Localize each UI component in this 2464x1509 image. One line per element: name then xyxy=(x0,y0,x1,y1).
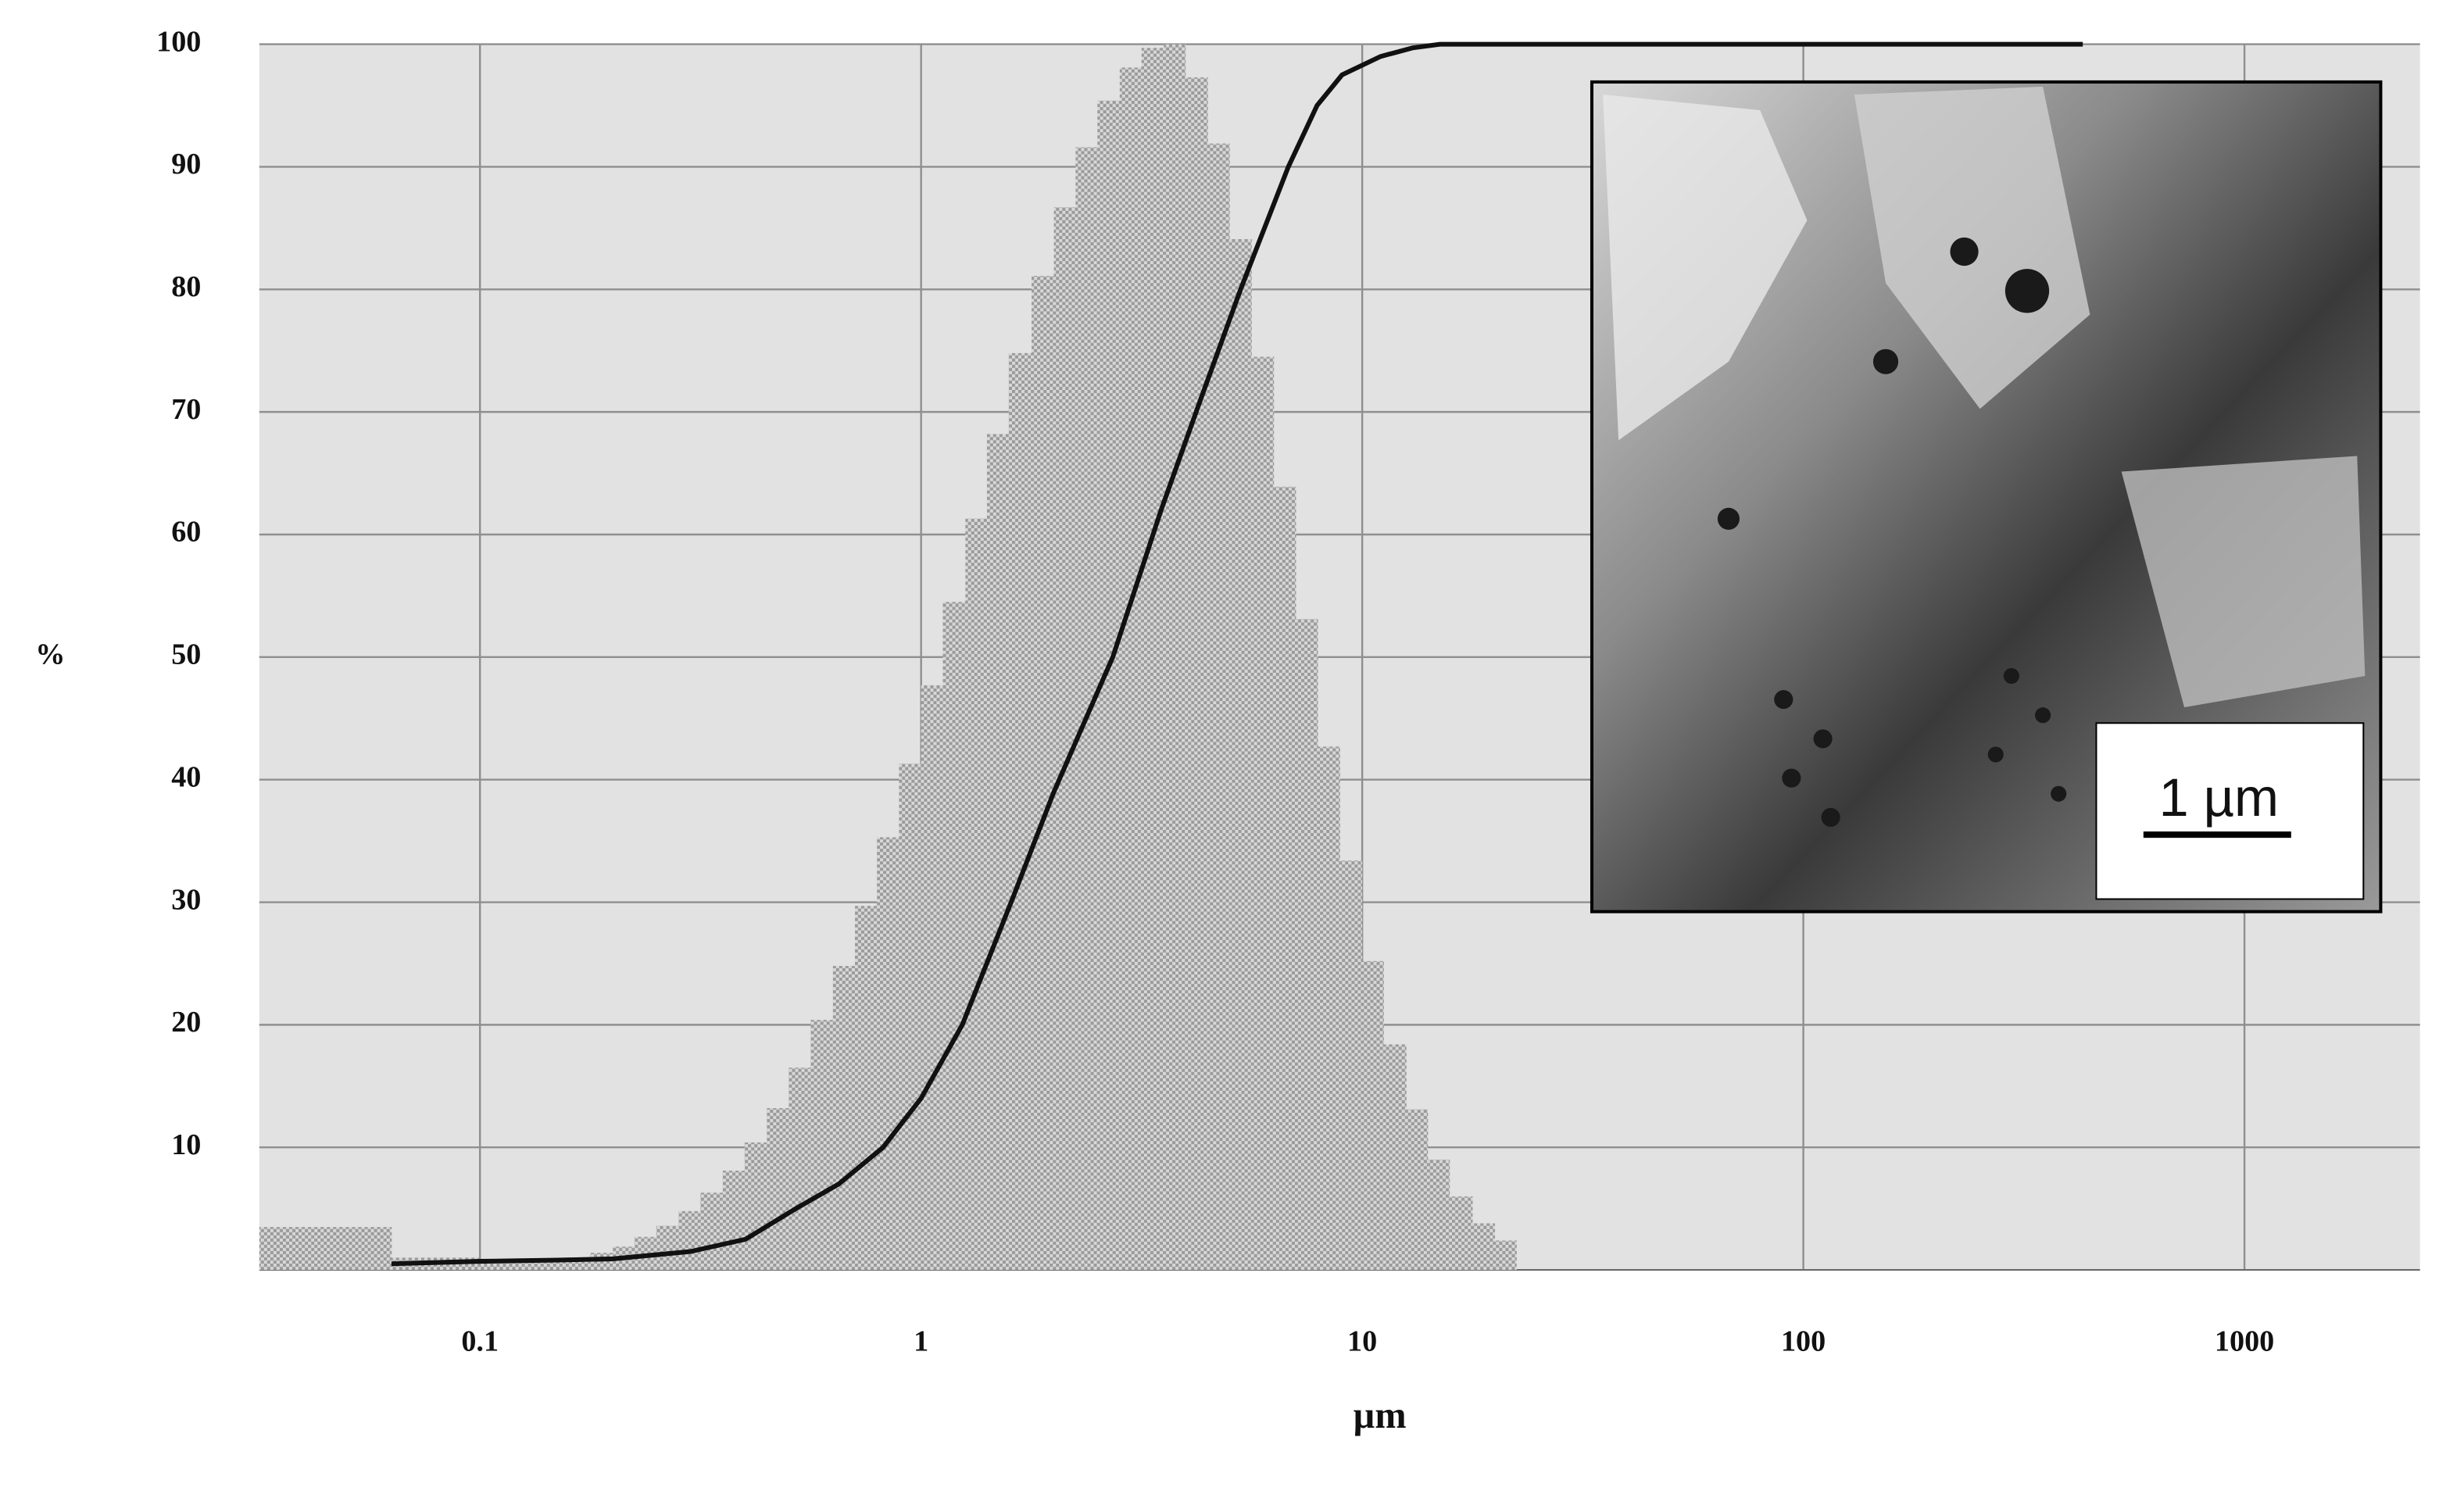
bar xyxy=(744,1142,767,1271)
x-tick-label: 0.1 xyxy=(461,1325,499,1357)
bar xyxy=(1119,67,1142,1271)
x-tick-label: 1 xyxy=(914,1325,928,1357)
y-tick-label: 50 xyxy=(171,638,201,671)
bar xyxy=(1296,619,1318,1271)
curve xyxy=(391,41,2083,1267)
bar xyxy=(789,1067,811,1271)
bar xyxy=(1053,207,1076,1271)
bar xyxy=(1383,1044,1407,1271)
bar xyxy=(1141,48,1164,1271)
bar xyxy=(1495,1240,1517,1271)
bar xyxy=(986,434,1009,1271)
y-tick-label: 30 xyxy=(171,883,201,916)
bar xyxy=(1428,1159,1450,1271)
bar xyxy=(1164,44,1186,1271)
bar xyxy=(1251,356,1275,1271)
sem-pores xyxy=(1717,237,2067,827)
sem-feature xyxy=(1603,94,1808,441)
bar xyxy=(899,763,921,1271)
y-tick-label: 90 xyxy=(171,148,201,181)
bar xyxy=(767,1108,789,1271)
bar xyxy=(832,966,856,1271)
bar xyxy=(678,1210,701,1271)
cumulative-curve xyxy=(391,41,2083,1267)
y-tick-label: 70 xyxy=(171,393,201,426)
bar xyxy=(877,837,899,1271)
bar xyxy=(1207,143,1230,1271)
bar xyxy=(921,685,943,1271)
scale-bar-label: 1 µm xyxy=(2159,768,2279,828)
y-tick-label: 100 xyxy=(156,25,201,58)
bar xyxy=(1472,1223,1496,1271)
bar xyxy=(722,1171,745,1271)
bar xyxy=(810,1020,833,1271)
bar xyxy=(1318,746,1340,1271)
inset-image: 1 µm xyxy=(1590,80,2383,914)
x-tick-label: 10 xyxy=(1347,1325,1377,1357)
bar xyxy=(1008,352,1032,1271)
bar xyxy=(965,518,987,1271)
bar xyxy=(1186,77,1208,1271)
bar xyxy=(1075,147,1098,1271)
bar xyxy=(1406,1109,1429,1271)
bar xyxy=(259,1227,392,1271)
y-tick-label: 10 xyxy=(171,1128,201,1161)
bar xyxy=(1229,238,1252,1271)
x-tick-label: 100 xyxy=(1781,1325,1826,1357)
y-tick-label: 20 xyxy=(171,1006,201,1039)
bar xyxy=(1274,486,1296,1271)
y-tick-label: 80 xyxy=(171,270,201,303)
bar xyxy=(1032,276,1054,1271)
scale-bar-box xyxy=(2095,722,2365,900)
y-tick-label: 60 xyxy=(171,516,201,549)
bar xyxy=(855,906,878,1271)
bar xyxy=(1339,860,1363,1271)
bar xyxy=(656,1225,679,1271)
x-axis-label: µm xyxy=(1354,1395,1407,1436)
x-tick-label: 1000 xyxy=(2215,1325,2274,1357)
bar xyxy=(1362,960,1384,1271)
sem-feature xyxy=(2121,456,2366,708)
bar xyxy=(942,602,966,1271)
y-tick-label: 40 xyxy=(171,760,201,793)
y-axis-label: % xyxy=(35,638,65,671)
bar xyxy=(1450,1196,1473,1271)
bar xyxy=(700,1193,723,1271)
